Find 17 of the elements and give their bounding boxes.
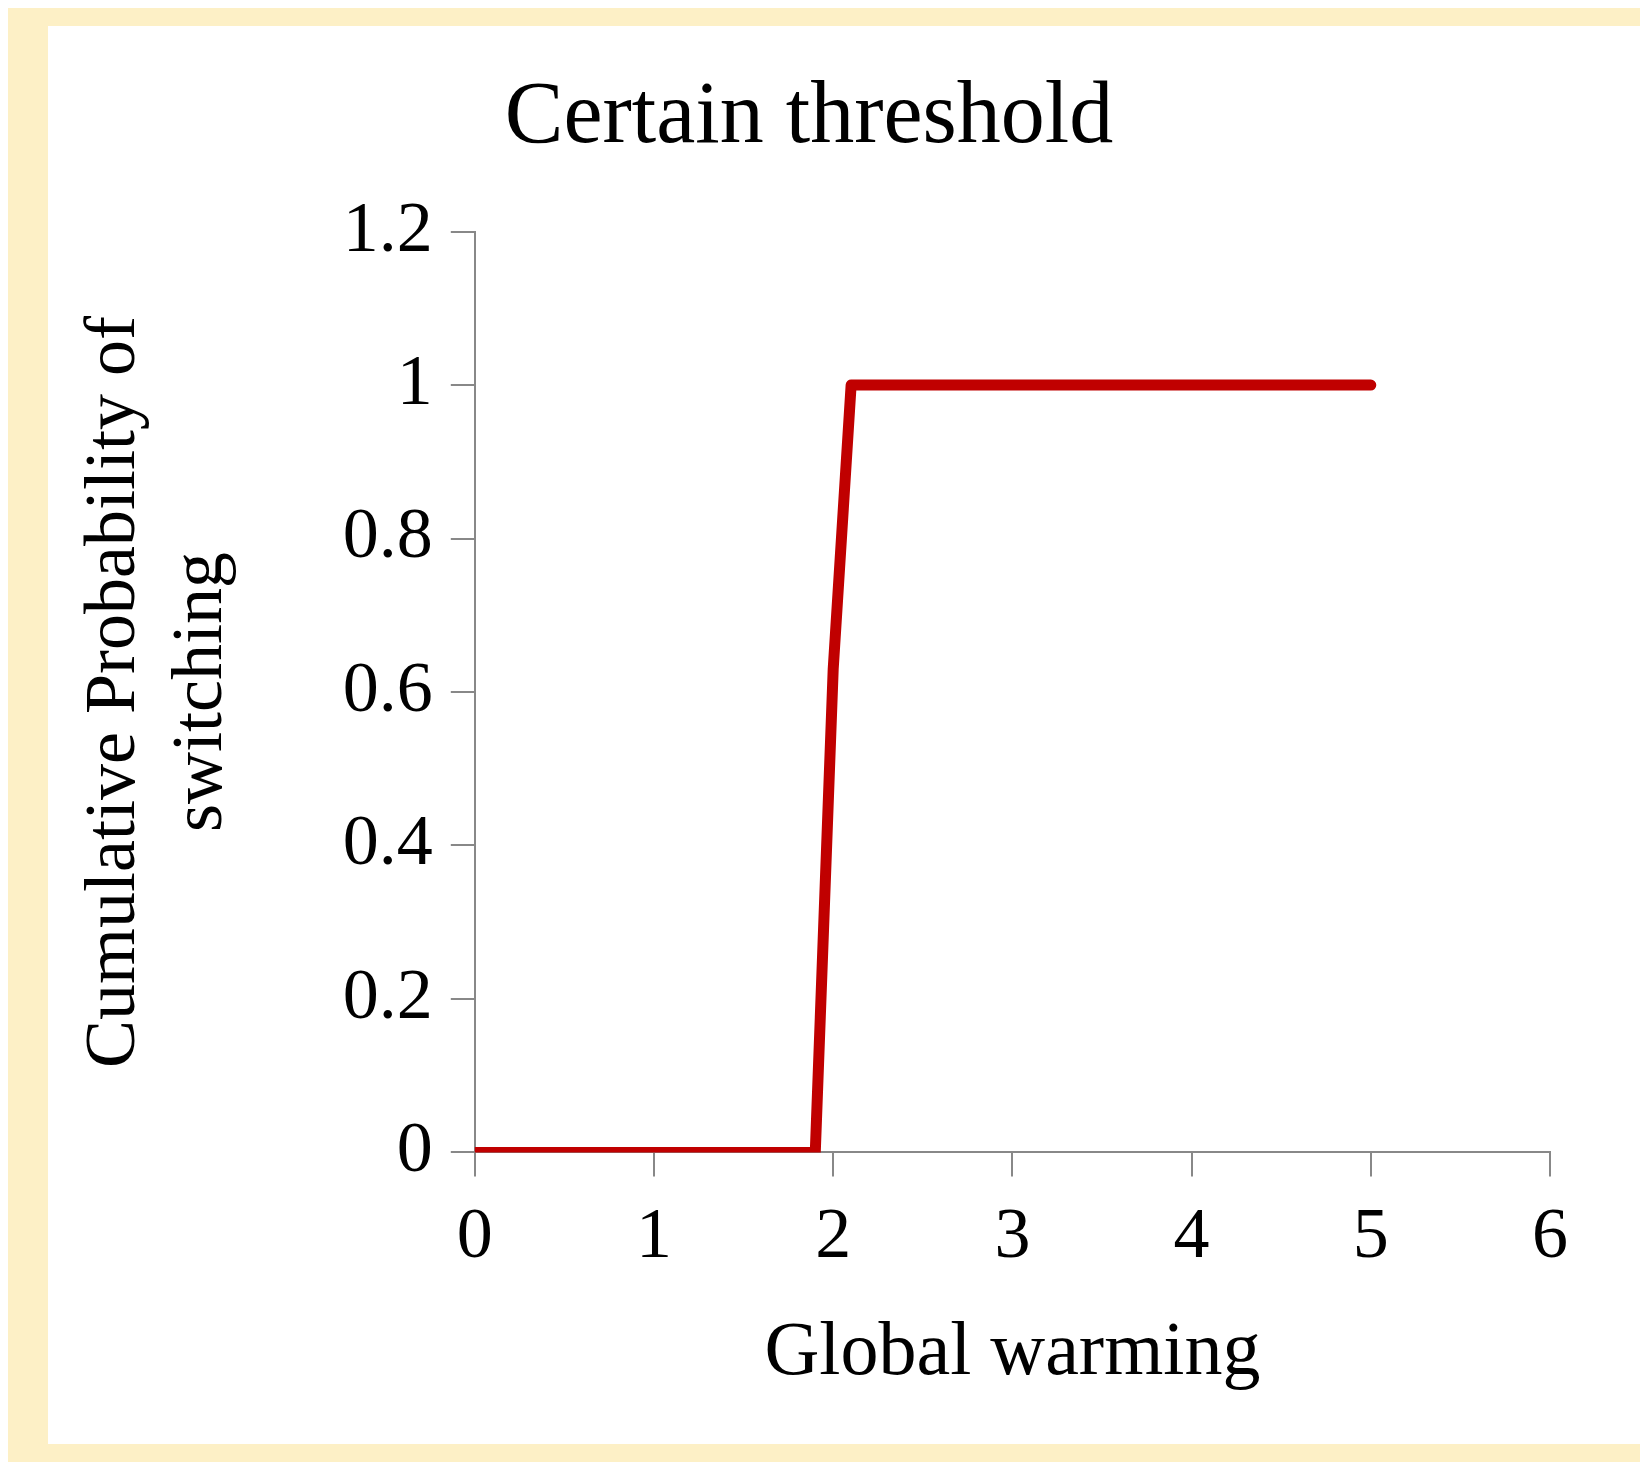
x-tick-label: 6 <box>1532 1192 1568 1273</box>
x-tick-label: 5 <box>1352 1192 1389 1273</box>
y-tick-label: 0.8 <box>342 493 433 574</box>
x-tick-label: 1 <box>636 1192 672 1273</box>
y-tick-label: 0.4 <box>342 800 433 881</box>
x-axis-title: Global warming <box>764 1306 1261 1391</box>
y-axis-title: Cumulative Probability of switching <box>70 316 237 1068</box>
y-tick-label: 1 <box>396 339 433 420</box>
x-tick-label: 4 <box>1173 1192 1210 1273</box>
x-tick-label: 3 <box>994 1192 1031 1273</box>
y-tick-label: 1.2 <box>342 186 433 267</box>
y-tick-label: 0 <box>396 1107 433 1188</box>
chart-title: Certain threshold <box>504 63 1114 161</box>
y-tick-label: 0.2 <box>342 953 433 1034</box>
x-tick-label: 2 <box>815 1192 852 1273</box>
x-tick-label: 0 <box>456 1192 493 1273</box>
y-tick-label: 0.6 <box>342 646 433 727</box>
